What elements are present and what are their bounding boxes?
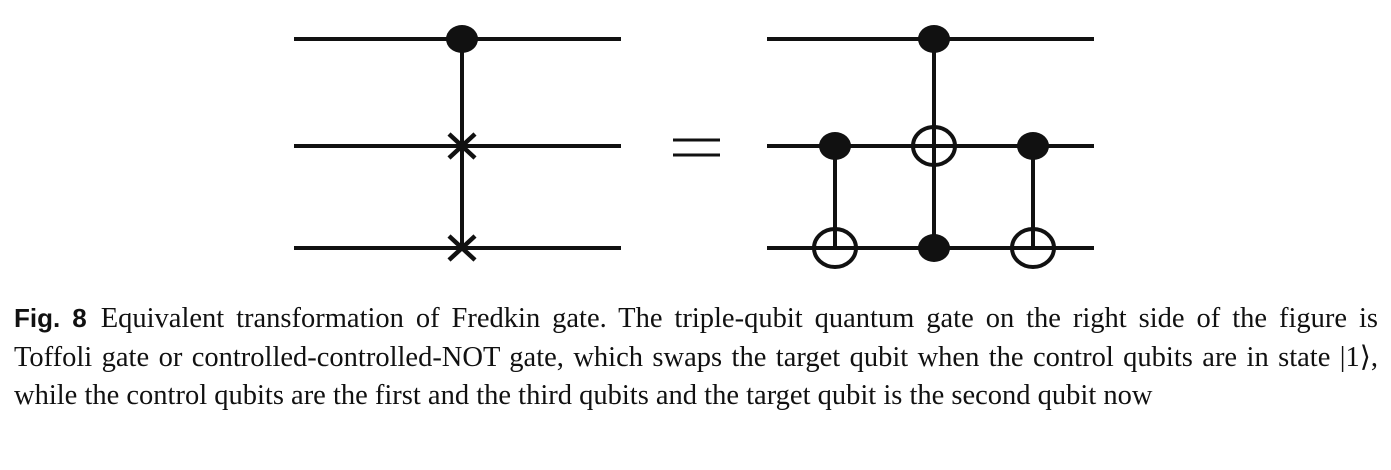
control-dot [819, 132, 851, 160]
figure-caption: Fig. 8 Equivalent transformation of Fredk… [14, 299, 1378, 416]
fredkin-circuit [294, 25, 621, 262]
target-oplus [1010, 227, 1056, 269]
decomposed-circuit [767, 25, 1094, 269]
cnot-gate-1 [812, 132, 858, 269]
control-dot [918, 234, 950, 262]
control-dot [1017, 132, 1049, 160]
cnot-gate-2 [1010, 132, 1056, 269]
equals-sign [673, 138, 720, 157]
control-dot [446, 25, 478, 53]
swap-cross-1 [447, 132, 477, 160]
target-oplus [911, 125, 957, 167]
circuit-figure [294, 25, 1094, 269]
target-oplus [812, 227, 858, 269]
control-dot [918, 25, 950, 53]
toffoli-gate [911, 25, 957, 262]
swap-cross-2 [447, 234, 477, 262]
caption-text: Equivalent transformation of Fredkin gat… [14, 303, 1378, 411]
figure-label: Fig. 8 [14, 303, 87, 333]
